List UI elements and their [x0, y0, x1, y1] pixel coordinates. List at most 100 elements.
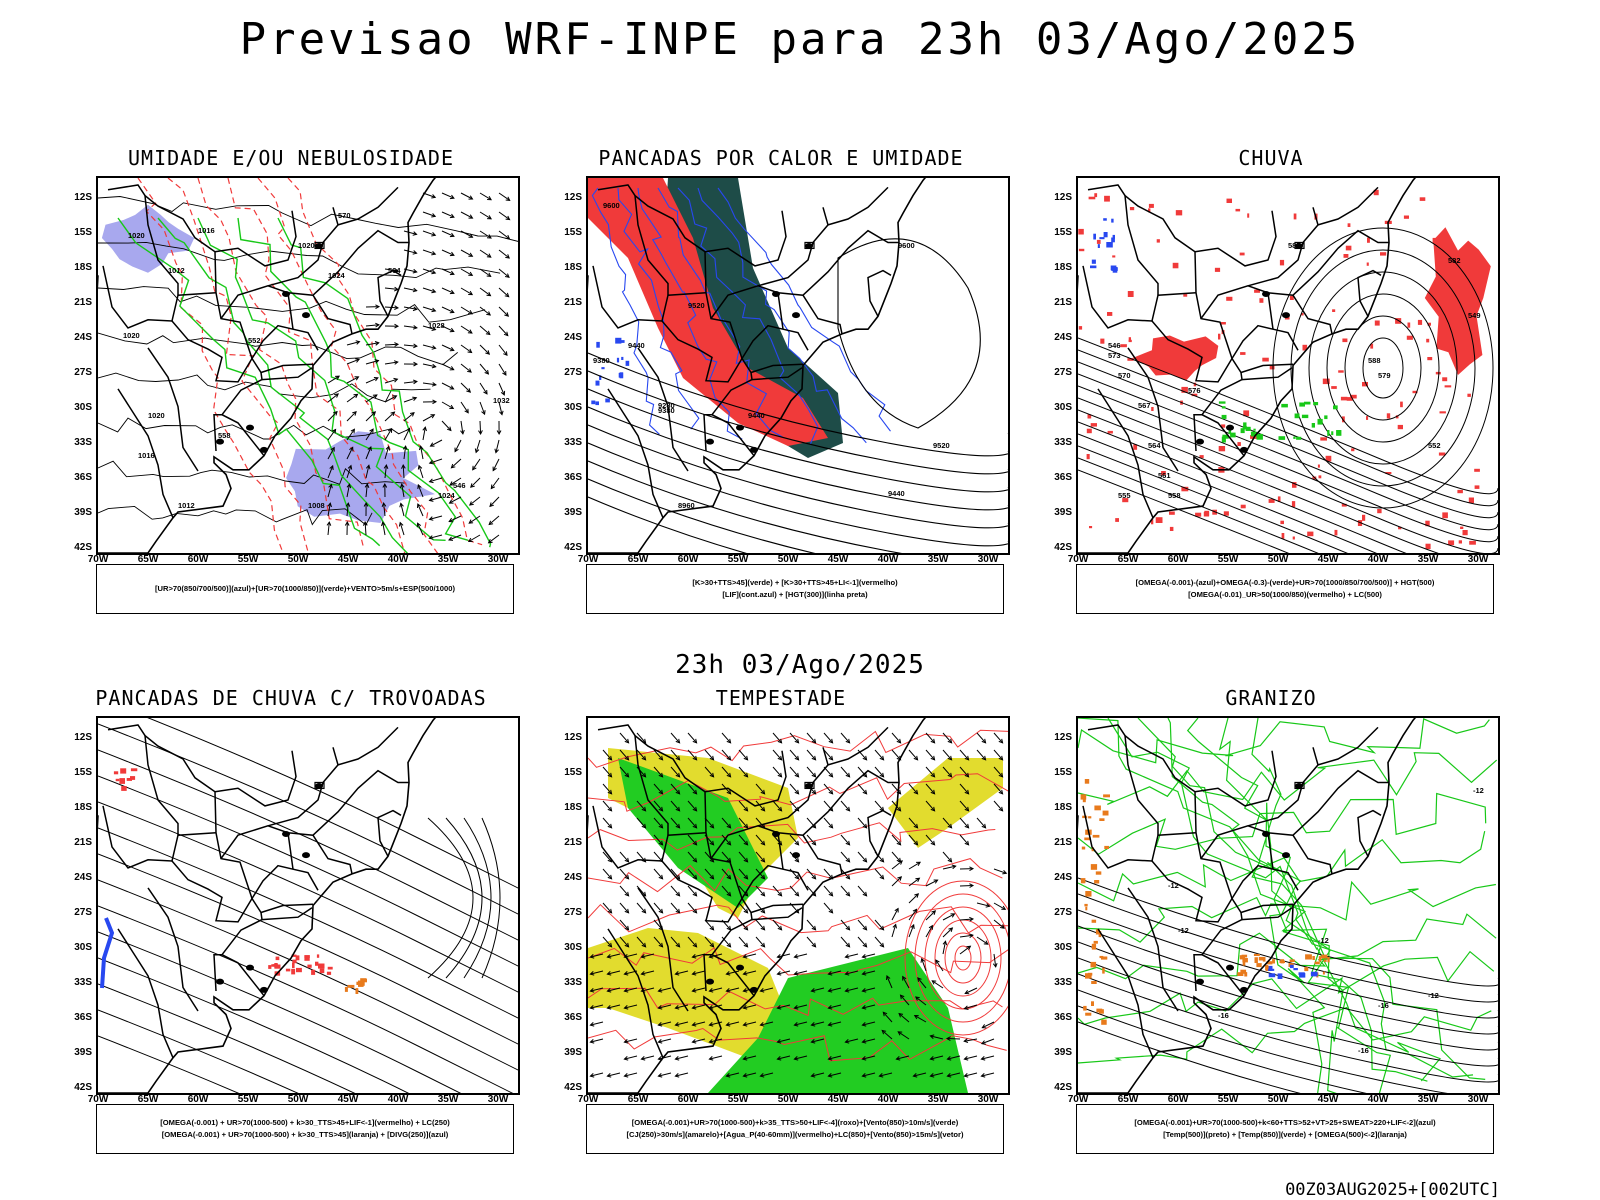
latitude-tick-label: 24S: [1054, 332, 1072, 343]
hgt300-contour: [588, 496, 747, 553]
wind-vector: [946, 1073, 952, 1078]
wind-vector: [429, 458, 443, 464]
federal-district: [1294, 241, 1305, 250]
wind-vector: [460, 268, 473, 276]
wind-vector: [726, 987, 740, 992]
wind-vector: [489, 496, 500, 507]
wind-vector: [390, 411, 396, 417]
wind-vector: [857, 885, 867, 897]
wind-vector: [412, 396, 418, 402]
wind-vector: [474, 448, 480, 454]
streamline: [98, 1035, 240, 1093]
contour-label: 1020: [123, 331, 140, 340]
panel-umidade[interactable]: UMIDADE E/OU NEBULOSIDADE 1020 1016 1012 102…: [56, 146, 526, 616]
wind-vector: [692, 970, 706, 975]
wind-vector: [641, 942, 647, 948]
wind-vector: [827, 1005, 833, 1010]
omega-speck: [1221, 406, 1226, 409]
wind-vector: [862, 1072, 876, 1077]
border-line: [213, 413, 222, 452]
longitude-tick-label: 50W: [1267, 1094, 1289, 1105]
panel-pancadas-calor[interactable]: PANCADAS POR CALOR E UMIDADE 9600 9520 9440…: [546, 146, 1016, 616]
wind-vector: [845, 840, 851, 846]
longitude-tick-label: 55W: [237, 1094, 259, 1105]
wind-vector: [365, 360, 379, 365]
wind-vector: [898, 1012, 904, 1018]
wind-vector: [1002, 869, 1008, 875]
wind-vector: [789, 766, 799, 778]
lif-speck: [595, 401, 599, 406]
wind-vector: [449, 385, 455, 390]
wind-vector: [755, 800, 765, 812]
border-line: [607, 928, 664, 1059]
panel-granizo[interactable]: GRANIZO -12 -12 -12 -12 -16 -16 -16 -12 12S 15S 18S…: [1036, 686, 1506, 1156]
wind-vector: [441, 306, 455, 313]
wind-vector: [969, 866, 975, 872]
temp500-contour: [1078, 1005, 1367, 1093]
lake: [1196, 438, 1204, 445]
wind-vector: [384, 395, 397, 403]
wind-vector: [412, 325, 418, 330]
omega-speck: [1104, 845, 1109, 849]
panel-pancadas-trovoadas[interactable]: PANCADAS DE CHUVA C/ TROVOADAS 12S 15S 18S 2…: [56, 686, 526, 1156]
wind-vector: [925, 910, 936, 921]
wind-vector: [823, 800, 833, 812]
storm-speck: [115, 778, 120, 782]
wind-vector: [913, 823, 919, 829]
wind-vector: [422, 363, 436, 368]
border-line: [1087, 184, 1245, 457]
wind-vector: [675, 908, 681, 914]
contour-label: 9520: [933, 441, 950, 450]
storm-speck: [315, 961, 319, 966]
wind-vector: [857, 766, 867, 778]
map-frame: 9600 9520 9440 9380 9280 9440 9520 9600 9440 9380…: [586, 176, 1010, 555]
latitude-tick-label: 21S: [1054, 837, 1072, 848]
wind-vector: [806, 885, 816, 897]
run-timestamp: 00Z03AUG2025+[002UTC]: [1285, 1180, 1500, 1200]
wind-vector: [607, 755, 613, 761]
wind-vector: [403, 249, 417, 254]
panel-chuva[interactable]: CHUVA 585 582 579 576 573 570 567 564 561 558 555 55…: [1036, 146, 1506, 616]
wind-vector: [913, 755, 919, 761]
latitude-tick-label: 18S: [564, 262, 582, 273]
omega-speck: [1098, 931, 1102, 938]
wind-vector: [636, 885, 646, 897]
wind-vector: [670, 817, 680, 829]
wind-vector: [845, 970, 859, 975]
rain-speck: [1243, 410, 1250, 417]
lake: [282, 831, 290, 838]
longitude-tick-label: 50W: [777, 554, 799, 565]
wind-vector: [743, 908, 749, 914]
wind-vector: [624, 1072, 638, 1077]
wind-vector: [945, 1036, 951, 1042]
wind-vector: [959, 817, 969, 829]
wind-vector: [913, 840, 919, 846]
storm-speck: [355, 988, 359, 994]
wind-vector: [658, 874, 664, 880]
storm-speck: [358, 980, 365, 986]
wind-vector: [692, 953, 706, 958]
wind-vector: [413, 379, 418, 385]
contour-label: 1020: [128, 231, 145, 240]
wind-vector: [381, 521, 386, 527]
wind-vector: [942, 865, 956, 870]
wind-vector: [429, 515, 443, 520]
border-line: [741, 324, 809, 359]
panel-tempestade[interactable]: TEMPESTADE 12S 15S 18S 21S 24S 27S 30S 33S 36S 39S…: [546, 686, 1016, 1156]
wind-vector: [976, 732, 986, 744]
latitude-tick-label: 15S: [1054, 227, 1072, 238]
wind-vector: [384, 446, 390, 460]
latitude-tick-label: 39S: [564, 1047, 582, 1058]
wind-vector: [692, 823, 698, 829]
wind-vector: [365, 464, 371, 470]
wind-vector: [687, 851, 697, 863]
wind-vector: [504, 312, 510, 317]
wind-vector: [327, 484, 332, 498]
wind-vector: [365, 446, 372, 460]
lif-contour: [677, 187, 819, 445]
rain-speck: [1193, 382, 1197, 387]
wind-vector: [874, 919, 884, 931]
wind-vector: [794, 789, 800, 795]
longitude-tick-label: 35W: [437, 554, 459, 565]
wind-vector: [412, 306, 418, 312]
